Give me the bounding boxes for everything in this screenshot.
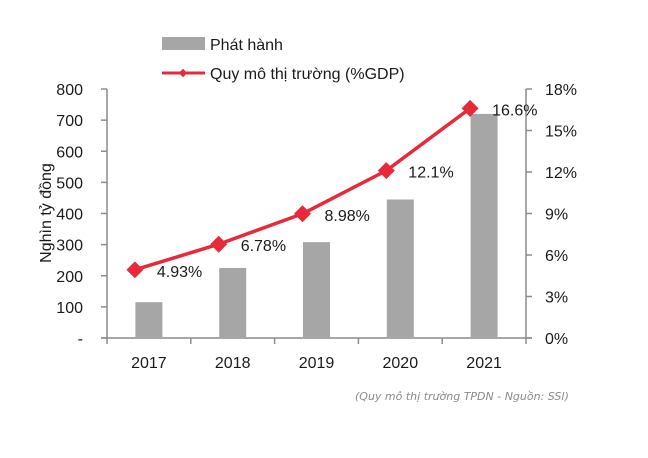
y-left-tick-label: 800 [56,82,83,99]
x-tick-label: 2020 [383,355,419,372]
x-tick-label: 2018 [215,355,251,372]
line-marker-2020 [377,162,395,180]
legend-swatch-bar [162,37,205,50]
line-marker-2018 [210,235,228,253]
data-label-2017: 4.93% [157,264,202,281]
data-label-2020: 12.1% [408,165,453,182]
x-tick-label: 2017 [131,355,167,372]
x-tick-label: 2021 [466,355,502,372]
y-left-tick-label: 200 [56,269,83,286]
bars [135,113,498,339]
y-right-tick-label: 0% [545,331,568,348]
bar-2018 [219,267,247,338]
line-marker-2017 [126,261,144,279]
bar-2019 [303,242,330,338]
y-axis-title: Nghìn tỷ đồng [38,163,55,263]
legend: Phát hành Quy mô thị trường (%GDP) [162,37,405,83]
bar-2020 [386,199,414,338]
y-left-tick-label: 500 [56,175,83,192]
bar-2017 [135,302,163,338]
line-marker-2019 [294,205,311,223]
y-left-tick-label: 100 [56,300,83,317]
y-left-tick-label: - [78,331,83,348]
data-labels: 4.93% 6.78% 8.98% 12.1% 16.6% [157,102,538,280]
y-right-tick-label: 6% [545,248,568,265]
y-left-tick-label: 700 [56,113,83,130]
line-series [126,99,479,279]
chart-caption: (Quy mô thị trường TPDN - Nguồn: SSI) [355,390,569,403]
y-right-tick-label: 15% [545,124,577,141]
y-right-tick-label: 9% [545,207,568,224]
y-left-tick-label: 600 [56,144,83,161]
data-label-2019: 8.98% [325,208,370,225]
y-left-tick-label: 400 [56,207,83,224]
x-tick-label: 2019 [299,355,335,372]
legend-label-bar: Phát hành [210,37,283,54]
y-left-tick-label: 300 [56,238,83,255]
y-right-tick-label: 3% [545,290,568,307]
y-right-tick-label: 12% [545,165,577,182]
data-label-2021: 16.6% [492,102,537,119]
data-label-2018: 6.78% [241,238,286,255]
axes: - 100 200 300 400 500 600 700 800 0% 3% 6% 9% 12% 15% 1… [56,82,577,372]
bar-2021 [470,113,498,339]
y-right-tick-label: 18% [545,82,577,99]
line-path [134,106,472,272]
legend-label-line: Quy mô thị trường (%GDP) [210,66,405,83]
legend-swatch-marker [178,68,188,78]
line-marker-2021 [461,99,479,117]
